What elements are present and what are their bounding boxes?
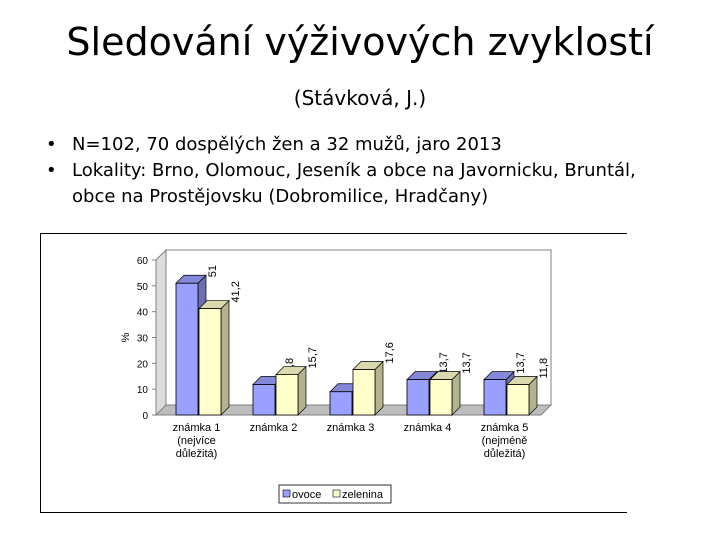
x-tick-label: známka 5 xyxy=(481,422,529,434)
bullet-item: Lokality: Brno, Olomouc, Jeseník a obce … xyxy=(40,158,680,210)
bar xyxy=(275,374,299,416)
bar xyxy=(429,379,453,416)
bar xyxy=(252,384,276,416)
bar xyxy=(175,282,199,416)
bar xyxy=(352,369,376,416)
x-tick-label: známka 3 xyxy=(327,422,375,434)
x-tick-label: důležitá) xyxy=(484,448,526,460)
x-tick-label: známka 2 xyxy=(250,422,298,434)
bar xyxy=(329,391,353,416)
bar xyxy=(483,379,507,416)
y-tick-label: 10 xyxy=(137,385,149,396)
x-tick-label: známka 1 xyxy=(173,422,221,434)
bar xyxy=(506,384,530,416)
y-tick-label: 30 xyxy=(137,334,149,345)
bullet-list: N=102, 70 dospělých žen a 32 mužů, jaro … xyxy=(40,132,680,210)
x-tick-label: (nejméně xyxy=(482,435,528,447)
legend-label: zelenina xyxy=(342,489,384,501)
legend-swatch xyxy=(332,489,341,498)
data-label: 15,7 xyxy=(307,347,319,368)
y-axis-label: % xyxy=(120,332,132,342)
bar-side xyxy=(374,360,384,416)
data-label: 17,6 xyxy=(384,342,396,363)
x-tick-label: známka 4 xyxy=(404,422,452,434)
legend-swatch xyxy=(282,489,291,498)
x-tick-label: důležitá) xyxy=(176,448,218,460)
x-tick-label: (nejvíce xyxy=(177,435,216,447)
data-label: 13,7 xyxy=(438,352,450,373)
data-label: 13,7 xyxy=(461,352,473,373)
data-label: 51 xyxy=(207,265,219,277)
slide-subtitle: (Stávková, J.) xyxy=(293,86,427,110)
bar xyxy=(198,308,222,416)
y-tick-label: 0 xyxy=(142,411,148,422)
slide-title: Sledování výživových zvyklostí xyxy=(66,20,654,64)
bar xyxy=(406,379,430,416)
bullet-item: N=102, 70 dospělých žen a 32 mužů, jaro … xyxy=(40,132,680,158)
data-label: 11,8 xyxy=(538,358,550,379)
data-label: 41,2 xyxy=(230,281,242,302)
data-label: 13,7 xyxy=(515,352,527,373)
y-tick-label: 50 xyxy=(137,282,149,293)
legend-label: ovoce xyxy=(292,489,321,501)
y-tick-label: 20 xyxy=(137,359,149,370)
bar-side xyxy=(220,299,230,416)
y-tick-label: 60 xyxy=(137,256,149,267)
chart-frame: 0 10 20 30 40 50 60% 51 41,2 známka 1 (nejvíce důle… xyxy=(40,233,627,513)
y-tick-label: 40 xyxy=(137,308,149,319)
side-wall xyxy=(155,248,167,417)
